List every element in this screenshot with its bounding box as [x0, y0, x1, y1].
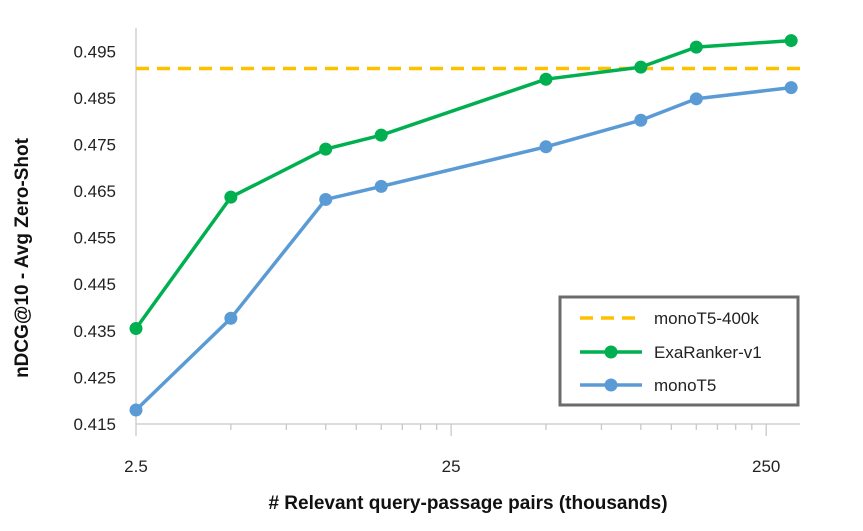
data-point-monot5 — [129, 403, 143, 417]
data-point-exaranker-v1 — [224, 190, 238, 204]
data-point-exaranker-v1 — [634, 60, 648, 74]
legend-label-exaranker-v1: ExaRanker-v1 — [654, 343, 762, 362]
y-tick-label: 0.455 — [73, 229, 116, 248]
data-point-exaranker-v1 — [129, 321, 143, 335]
legend-marker-exaranker-v1 — [604, 345, 618, 359]
y-tick-label: 0.475 — [73, 135, 116, 154]
y-tick-label: 0.465 — [73, 182, 116, 201]
series-layer — [129, 34, 798, 417]
y-axis-title: nDCG@10 - Avg Zero-Shot — [12, 137, 33, 378]
y-tick-label: 0.415 — [73, 415, 116, 434]
y-tick-label: 0.435 — [73, 322, 116, 341]
data-point-exaranker-v1 — [319, 142, 333, 156]
data-point-exaranker-v1 — [784, 34, 798, 48]
y-tick-label: 0.425 — [73, 368, 116, 387]
data-point-monot5 — [374, 179, 388, 193]
y-tick-label: 0.485 — [73, 89, 116, 108]
x-axis-title: # Relevant query-passage pairs (thousand… — [268, 493, 667, 514]
data-point-monot5 — [689, 92, 703, 106]
data-point-exaranker-v1 — [374, 128, 388, 142]
y-axis: 0.415 0.425 0.435 0.445 0.455 0.465 0.475 0.485… — [73, 28, 137, 434]
legend-label-monot5: monoT5 — [654, 376, 716, 395]
legend-label-monot5-400k: monoT5-400k — [654, 309, 759, 328]
data-point-monot5 — [539, 140, 553, 154]
data-point-monot5 — [634, 113, 648, 127]
legend-marker-monot5 — [604, 378, 618, 392]
legend: monoT5-400k ExaRanker-v1 monoT5 — [558, 295, 800, 407]
data-point-exaranker-v1 — [689, 40, 703, 54]
y-tick-label: 0.445 — [73, 275, 116, 294]
data-point-exaranker-v1 — [539, 72, 553, 86]
series-line-monot5 — [134, 85, 792, 412]
data-point-monot5 — [784, 81, 798, 95]
x-axis: 2.5 25 250 — [124, 423, 800, 476]
x-tick-label: 250 — [752, 457, 780, 476]
x-tick-label: 2.5 — [124, 457, 148, 476]
data-point-monot5 — [319, 192, 333, 206]
series-exaranker-v1 — [129, 34, 798, 335]
y-tick-label: 0.495 — [73, 42, 116, 61]
series-monot5 — [129, 81, 798, 417]
data-point-monot5 — [224, 311, 238, 325]
series-line-exaranker-v1 — [134, 38, 792, 330]
x-tick-label: 25 — [442, 457, 461, 476]
